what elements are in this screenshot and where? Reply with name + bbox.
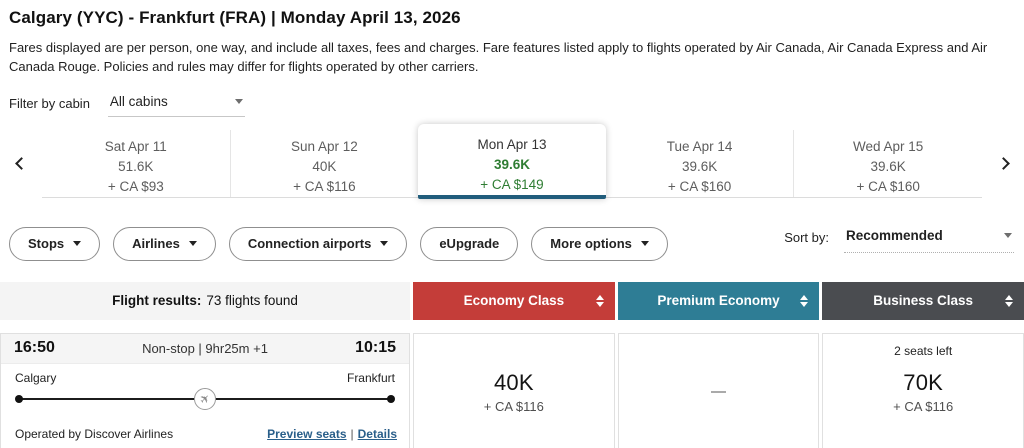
date-label: Sun Apr 12 [290, 138, 358, 154]
cash-price: + CA $160 [856, 179, 920, 195]
date-tab-sat-apr-11[interactable]: Sat Apr 11 51.6K + CA $93 [42, 130, 230, 197]
premium-economy-column-header[interactable]: Premium Economy [617, 281, 820, 320]
caret-down-icon [73, 241, 82, 247]
sort-select[interactable]: Recommended [844, 228, 1014, 254]
origin-city: Calgary [15, 370, 57, 385]
results-summary-count: 73 flights found [206, 293, 298, 309]
route-diagram: Calgary Frankfurt ✈ [1, 364, 409, 410]
column-label: Economy Class [463, 293, 565, 309]
business-class-column-header[interactable]: Business Class [822, 281, 1024, 320]
eupgrade-filter-button[interactable]: eUpgrade [420, 226, 519, 261]
carousel-next-button[interactable] [982, 130, 1024, 198]
pill-label: Airlines [132, 236, 180, 252]
cabin-filter-label: Filter by cabin [9, 95, 90, 111]
page-title: Calgary (YYC) - Frankfurt (FRA) | Monday… [9, 8, 461, 27]
departure-time: 16:50 [14, 339, 55, 357]
caret-down-icon [234, 98, 243, 104]
premium-unavailable: — [711, 383, 726, 401]
sort-updown-icon [595, 294, 604, 307]
preview-seats-link[interactable]: Preview seats [267, 426, 347, 441]
results-summary-bold: Flight results: [112, 293, 202, 309]
connection-airports-filter-button[interactable]: Connection airports [228, 226, 408, 261]
date-label: Wed Apr 15 [853, 138, 924, 154]
pill-label: Connection airports [247, 236, 372, 252]
flight-info-card: 16:50 Non-stop | 9hr25m +1 10:15 Calgary… [0, 332, 410, 448]
premium-economy-fare-cell[interactable]: — [617, 332, 820, 448]
stops-filter-button[interactable]: Stops [9, 226, 101, 261]
flight-links: Preview seats | Details [267, 427, 397, 441]
business-cash: + CA $116 [893, 398, 954, 414]
business-seats-left: 2 seats left [894, 343, 953, 358]
points-price: 39.6K [681, 158, 718, 174]
cabin-filter-select[interactable]: All cabins [107, 93, 245, 117]
arrival-time: 10:15 [355, 339, 396, 357]
route-dot [15, 394, 23, 403]
column-label: Business Class [873, 293, 974, 309]
caret-down-icon [1004, 233, 1012, 239]
caret-down-icon [188, 241, 197, 247]
airlines-filter-button[interactable]: Airlines [113, 226, 216, 261]
date-tab-wed-apr-15[interactable]: Wed Apr 15 39.6K + CA $160 [793, 129, 982, 197]
economy-points: 40K [493, 369, 534, 395]
chevron-left-icon [14, 157, 28, 171]
sort-by-label: Sort by: [784, 230, 829, 246]
carousel-prev-button[interactable] [0, 130, 42, 198]
points-price: 39.6K [493, 156, 530, 172]
caret-down-icon [640, 241, 649, 247]
date-tabs: Sat Apr 11 51.6K + CA $93 Sun Apr 12 40K… [42, 123, 982, 199]
sort-value: Recommended [846, 228, 943, 244]
results-header: Flight results: 73 flights found Economy… [0, 281, 1024, 320]
business-fare-cell[interactable]: 2 seats left 70K + CA $116 [822, 332, 1024, 448]
cash-price: + CA $160 [667, 179, 732, 195]
date-carousel: Sat Apr 11 51.6K + CA $93 Sun Apr 12 40K… [0, 123, 1024, 199]
points-price: 51.6K [118, 158, 154, 174]
stops-duration: Non-stop | 9hr25m +1 [142, 340, 268, 356]
pill-label: eUpgrade [439, 236, 500, 252]
details-link[interactable]: Details [357, 426, 397, 441]
pill-label: More options [550, 236, 632, 252]
date-label: Tue Apr 14 [666, 138, 733, 154]
fare-disclaimer: Fares displayed are per person, one way,… [9, 40, 988, 74]
date-tab-sun-apr-12[interactable]: Sun Apr 12 40K + CA $116 [229, 129, 419, 197]
date-tab-mon-apr-13-selected[interactable]: Mon Apr 13 39.6K + CA $149 [418, 123, 606, 199]
more-options-filter-button[interactable]: More options [531, 226, 668, 261]
sort-updown-icon [800, 294, 809, 307]
cabin-filter-row: Filter by cabin All cabins [0, 77, 1024, 117]
selected-tab-indicator [418, 195, 606, 199]
caret-down-icon [380, 241, 389, 247]
flight-results-summary: Flight results: 73 flights found [0, 281, 410, 320]
cash-price: + CA $93 [107, 179, 164, 195]
flight-result-row: 16:50 Non-stop | 9hr25m +1 10:15 Calgary… [0, 332, 1024, 448]
date-label: Sat Apr 11 [104, 138, 167, 154]
chevron-right-icon [996, 157, 1010, 171]
economy-fare-cell[interactable]: 40K + CA $116 [413, 332, 615, 448]
economy-cash: + CA $116 [483, 398, 544, 414]
route-dot [387, 394, 395, 403]
cabin-filter-value: All cabins [109, 93, 168, 109]
cash-price: + CA $116 [293, 179, 356, 195]
points-price: 40K [312, 158, 337, 174]
destination-city: Frankfurt [346, 370, 395, 385]
operated-by-text: Operated by Discover Airlines [15, 426, 174, 441]
economy-class-column-header[interactable]: Economy Class [413, 281, 615, 320]
date-label: Mon Apr 13 [477, 136, 547, 152]
pill-label: Stops [28, 236, 65, 252]
filters-toolbar: Stops Airlines Connection airports eUpgr… [0, 226, 1024, 261]
link-separator: | [350, 426, 354, 441]
date-tab-tue-apr-14[interactable]: Tue Apr 14 39.6K + CA $160 [606, 130, 794, 197]
column-label: Premium Economy [657, 293, 780, 309]
airplane-icon: ✈ [194, 387, 216, 410]
sort-updown-icon [1005, 294, 1014, 307]
flight-times-bar: 16:50 Non-stop | 9hr25m +1 10:15 [1, 333, 409, 364]
sort-control: Sort by: Recommended [784, 228, 1014, 259]
business-points: 70K [903, 369, 944, 395]
cash-price: + CA $149 [480, 177, 544, 193]
points-price: 39.6K [870, 158, 906, 174]
